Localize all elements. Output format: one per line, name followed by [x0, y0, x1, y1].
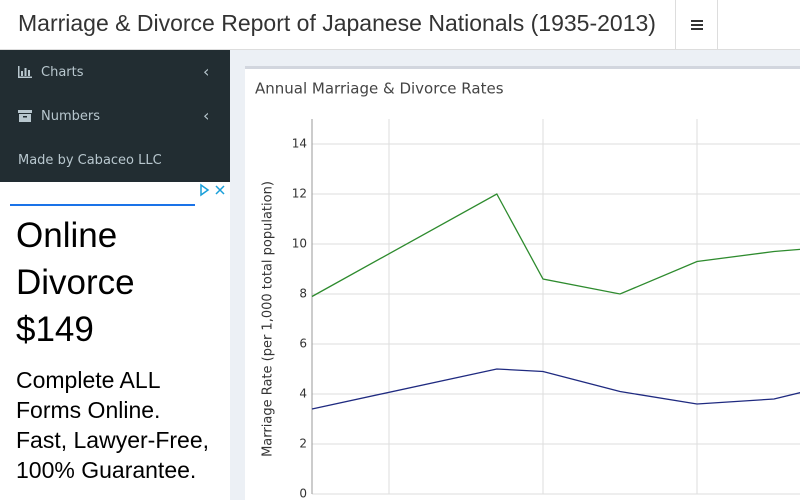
menu-item[interactable]: Charts	[41, 65, 84, 80]
chart-card: Annual Marriage & Divorce Rates Marriage…	[245, 66, 800, 500]
y-axis-label: Marriage Rate (per 1,000 total populatio…	[261, 181, 276, 457]
y-tick-label: 14	[292, 137, 307, 151]
chevron: ‹	[203, 62, 210, 81]
archive-icon	[18, 110, 32, 122]
header: Marriage & Divorce Report of Japanese Na…	[0, 0, 800, 50]
ad-headline: $149	[16, 310, 94, 349]
chevron: ‹	[203, 106, 210, 125]
ad-choices[interactable]	[198, 183, 228, 197]
menu-item[interactable]: Numbers	[41, 109, 100, 124]
ad-headline: Divorce	[16, 263, 135, 302]
ad-body: Forms Online.	[16, 397, 161, 423]
ad-body: 100% Guarantee.	[16, 457, 197, 483]
y-tick-label: 2	[299, 437, 307, 451]
page-title: Marriage & Divorce Report of Japanese Na…	[18, 10, 656, 36]
y-tick-label: 10	[292, 237, 307, 251]
advert[interactable]: Online Divorce $149 Complete ALL Forms O…	[0, 182, 230, 500]
y-tick-label: 4	[299, 387, 307, 401]
y-tick-label: 12	[292, 187, 307, 201]
chart-icon	[18, 66, 32, 78]
menu-toggle[interactable]	[675, 0, 718, 50]
ad-headline: Online	[16, 216, 118, 255]
data-line	[311, 368, 800, 410]
chart-title: Annual Marriage & Divorce Rates	[255, 80, 504, 98]
ad-body: Complete ALL	[16, 367, 161, 393]
ad-rule	[10, 204, 195, 206]
y-tick-label: 6	[299, 337, 307, 351]
chart: Annual Marriage & Divorce Rates Marriage…	[255, 80, 800, 500]
sidebar: Charts ‹ Numbers ‹ Made by Cabaceo LLC	[0, 50, 230, 182]
credit: Made by Cabaceo LLC	[18, 153, 162, 168]
y-tick-label: 8	[299, 287, 307, 301]
ad-body: Fast, Lawyer-Free,	[16, 427, 209, 453]
data-line	[311, 193, 800, 298]
y-tick-label: 0	[299, 487, 307, 500]
